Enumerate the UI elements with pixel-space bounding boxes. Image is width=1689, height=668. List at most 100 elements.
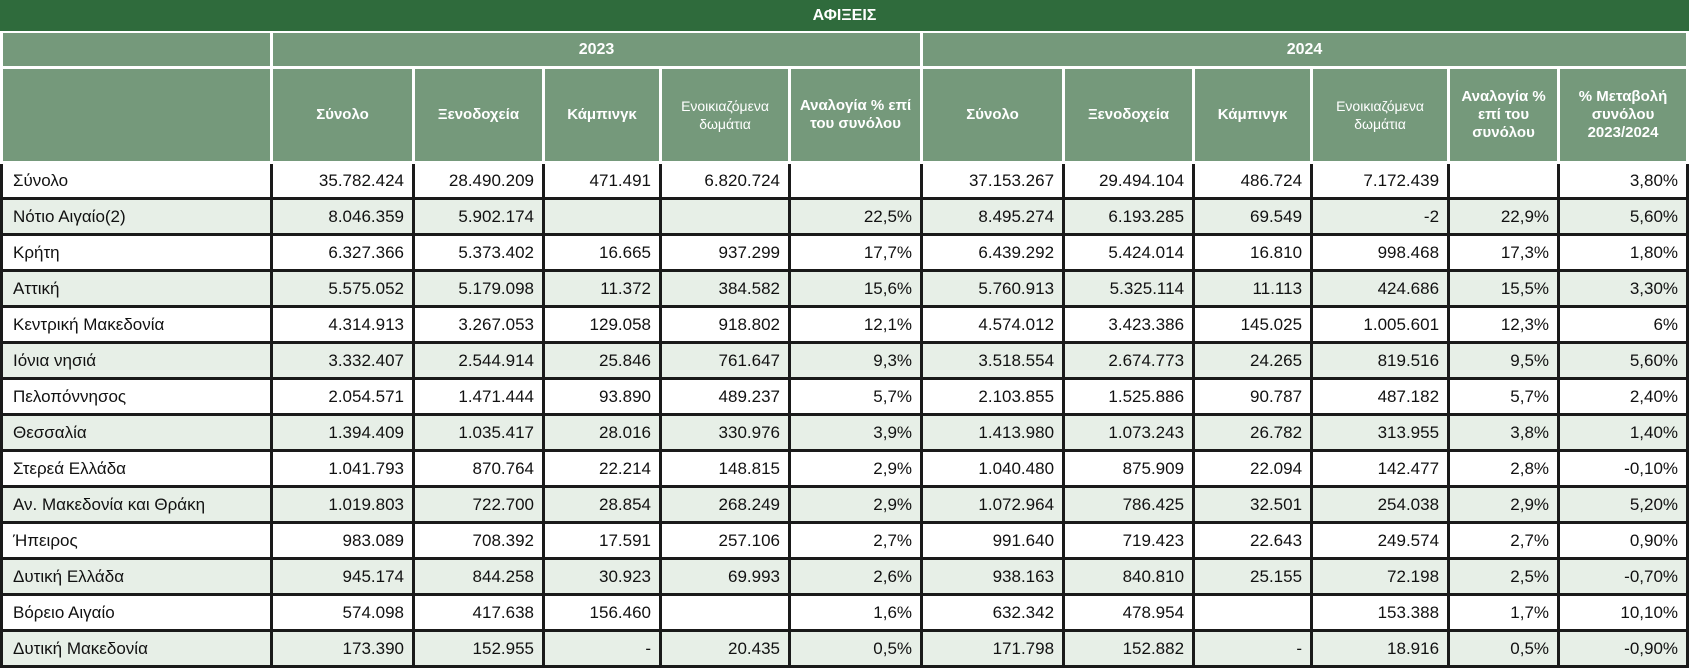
region-cell: Σύνολο	[0, 164, 273, 200]
share-2023-cell: 5,7%	[791, 380, 924, 416]
camping-2023-cell: 28.854	[545, 488, 662, 524]
region-cell: Κρήτη	[0, 236, 273, 272]
camping-2024-cell: 22.094	[1195, 452, 1314, 488]
total-2023-cell: 5.575.052	[273, 272, 415, 308]
change-cell: 5,60%	[1560, 200, 1689, 236]
total-2024-cell: 171.798	[923, 632, 1066, 668]
hotels-2023-cell: 870.764	[415, 452, 545, 488]
total-2024-cell: 8.495.274	[923, 200, 1066, 236]
share-2024-cell: 1,7%	[1450, 596, 1561, 632]
total-2023-cell: 983.089	[273, 524, 415, 560]
share-2023-cell: 2,7%	[791, 524, 924, 560]
rooms-2024-cell: 998.468	[1313, 236, 1451, 272]
camping-2024-cell: 32.501	[1195, 488, 1314, 524]
camping-2023-cell: 16.665	[545, 236, 662, 272]
hotels-2024-cell: 6.193.285	[1065, 200, 1196, 236]
camping-2024-cell: 25.155	[1195, 560, 1314, 596]
share-2024-cell: 3,8%	[1450, 416, 1561, 452]
hotels-2024-cell: 1.073.243	[1065, 416, 1196, 452]
share-2024-cell: 2,9%	[1450, 488, 1561, 524]
col-2024-share: Αναλογία % επί του συνόλου	[1450, 69, 1561, 164]
rooms-2023-cell: 69.993	[662, 560, 791, 596]
share-2023-cell: 0,5%	[791, 632, 924, 668]
col-2023-hotels: Ξενοδοχεία	[415, 69, 545, 164]
col-2023-share: Αναλογία % επί του συνόλου	[791, 69, 924, 164]
column-header-row: Σύνολο Ξενοδοχεία Κάμπινγκ Ενοικιαζόμενα…	[0, 69, 1689, 164]
rooms-2023-cell: 20.435	[662, 632, 791, 668]
total-2024-cell: 632.342	[923, 596, 1066, 632]
change-cell: 1,40%	[1560, 416, 1689, 452]
rooms-2023-cell	[662, 200, 791, 236]
share-2023-cell: 9,3%	[791, 344, 924, 380]
col-2024-total: Σύνολο	[923, 69, 1066, 164]
table-row: Ήπειρος 983.089 708.392 17.591 257.106 2,7% 99…	[0, 524, 1689, 560]
camping-2023-cell: 93.890	[545, 380, 662, 416]
rooms-2023-cell: 489.237	[662, 380, 791, 416]
share-2023-cell: 1,6%	[791, 596, 924, 632]
col-2023-total: Σύνολο	[273, 69, 415, 164]
total-2024-cell: 1.072.964	[923, 488, 1066, 524]
share-2023-cell: 3,9%	[791, 416, 924, 452]
col-2023-camping: Κάμπινγκ	[545, 69, 662, 164]
change-cell: -0,10%	[1560, 452, 1689, 488]
share-2023-cell: 17,7%	[791, 236, 924, 272]
hotels-2024-cell: 29.494.104	[1065, 164, 1196, 200]
table-row: Πελοπόννησος 2.054.571 1.471.444 93.890 489.…	[0, 380, 1689, 416]
camping-2023-cell: 129.058	[545, 308, 662, 344]
rooms-2023-cell: 937.299	[662, 236, 791, 272]
total-2023-cell: 2.054.571	[273, 380, 415, 416]
share-2024-cell: 9,5%	[1450, 344, 1561, 380]
camping-2024-cell: 11.113	[1195, 272, 1314, 308]
total-2023-cell: 945.174	[273, 560, 415, 596]
share-2023-cell: 12,1%	[791, 308, 924, 344]
region-cell: Πελοπόννησος	[0, 380, 273, 416]
camping-2023-cell: 471.491	[545, 164, 662, 200]
camping-2024-cell: 145.025	[1195, 308, 1314, 344]
rooms-2024-cell: 153.388	[1313, 596, 1451, 632]
header-blank-cell	[0, 33, 273, 69]
camping-2023-cell	[545, 200, 662, 236]
region-cell: Αν. Μακεδονία και Θράκη	[0, 488, 273, 524]
hotels-2023-cell: 5.902.174	[415, 200, 545, 236]
camping-2023-cell: 11.372	[545, 272, 662, 308]
hotels-2024-cell: 2.674.773	[1065, 344, 1196, 380]
change-cell: 6%	[1560, 308, 1689, 344]
rooms-2023-cell: 330.976	[662, 416, 791, 452]
camping-2023-cell: 25.846	[545, 344, 662, 380]
change-cell: 3,80%	[1560, 164, 1689, 200]
table-row: Βόρειο Αιγαίο 574.098 417.638 156.460 1,6% 63…	[0, 596, 1689, 632]
rooms-2023-cell: 384.582	[662, 272, 791, 308]
table-title: ΑΦΙΞΕΙΣ	[0, 0, 1689, 33]
total-2024-cell: 37.153.267	[923, 164, 1066, 200]
total-2023-cell: 1.041.793	[273, 452, 415, 488]
year-header-row: 2023 2024	[0, 33, 1689, 69]
share-2023-cell: 15,6%	[791, 272, 924, 308]
camping-2024-cell: 24.265	[1195, 344, 1314, 380]
camping-2024-cell: 69.549	[1195, 200, 1314, 236]
col-2024-hotels: Ξενοδοχεία	[1065, 69, 1196, 164]
rooms-2024-cell: 313.955	[1313, 416, 1451, 452]
hotels-2023-cell: 5.179.098	[415, 272, 545, 308]
camping-2023-cell: 22.214	[545, 452, 662, 488]
rooms-2024-cell: -2	[1313, 200, 1451, 236]
change-cell: -0,70%	[1560, 560, 1689, 596]
change-cell: 5,20%	[1560, 488, 1689, 524]
rooms-2023-cell: 257.106	[662, 524, 791, 560]
total-2024-cell: 1.040.480	[923, 452, 1066, 488]
rooms-2024-cell: 1.005.601	[1313, 308, 1451, 344]
hotels-2023-cell: 3.267.053	[415, 308, 545, 344]
table-row: Δυτική Ελλάδα 945.174 844.258 30.923 69.993 2…	[0, 560, 1689, 596]
hotels-2023-cell: 708.392	[415, 524, 545, 560]
camping-2023-cell: 28.016	[545, 416, 662, 452]
rooms-2024-cell: 142.477	[1313, 452, 1451, 488]
total-2023-cell: 6.327.366	[273, 236, 415, 272]
hotels-2024-cell: 875.909	[1065, 452, 1196, 488]
rooms-2023-cell: 6.820.724	[662, 164, 791, 200]
total-2024-cell: 6.439.292	[923, 236, 1066, 272]
table-row: Δυτική Μακεδονία 173.390 152.955-20.435 0,5…	[0, 632, 1689, 668]
table-row: Αττική 5.575.052 5.179.098 11.372 384.582 15,…	[0, 272, 1689, 308]
rooms-2023-cell	[662, 596, 791, 632]
total-2024-cell: 991.640	[923, 524, 1066, 560]
rooms-2024-cell: 819.516	[1313, 344, 1451, 380]
arrivals-table: 2023 2024 Σύνολο Ξενοδοχεία Κάμπινγκ Ενο…	[0, 33, 1689, 668]
